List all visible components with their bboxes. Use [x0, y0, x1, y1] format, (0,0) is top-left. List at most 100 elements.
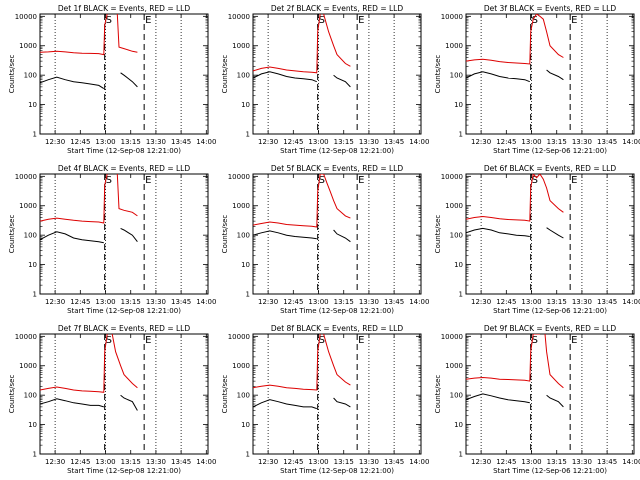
x-axis-label: Start Time (12-Sep-08 12:21:00): [280, 307, 394, 315]
start-marker-label: S: [319, 335, 325, 346]
y-tick-label: 100: [450, 232, 463, 240]
plot-frame: [465, 333, 635, 455]
x-tick-label: 13:30: [146, 138, 166, 146]
x-tick-label: 12:30: [471, 138, 491, 146]
x-axis-label: Start Time (12-Sep-08 12:21:00): [280, 467, 394, 475]
lld-series-segment-1: [466, 174, 564, 222]
start-marker-label: S: [106, 175, 112, 186]
y-tick-label: 10000: [228, 13, 250, 21]
y-tick-label: 100: [24, 232, 37, 240]
y-tick-label: 100: [237, 392, 250, 400]
x-tick-label: 12:30: [258, 458, 278, 466]
panel-9: Det 9f BLACK = Events, RED = LLD S E 1 10 100…: [434, 324, 640, 475]
events-series-segment-2: [546, 394, 564, 408]
x-axis-label: Start Time (12-Sep-08 12:21:00): [67, 467, 181, 475]
x-tick-label: 13:15: [334, 458, 354, 466]
y-tick-label: 100: [450, 392, 463, 400]
y-tick-label: 1: [246, 291, 250, 299]
panel-title: Det 5f BLACK = Events, RED = LLD: [271, 164, 404, 173]
y-tick-label: 1000: [232, 42, 250, 50]
x-tick-label: 13:30: [572, 138, 592, 146]
y-tick-label: 10000: [15, 13, 37, 21]
lld-series-segment-1: [253, 334, 321, 391]
x-tick-label: 13:45: [384, 138, 404, 146]
lld-series-segment-2: [544, 334, 564, 389]
y-tick-label: 10: [241, 421, 250, 429]
events-series-segment-1: [40, 231, 104, 244]
y-tick-label: 1000: [445, 362, 463, 370]
x-tick-label: 12:30: [45, 458, 65, 466]
x-tick-label: 12:30: [471, 298, 491, 306]
panel-title: Det 4f BLACK = Events, RED = LLD: [58, 164, 191, 173]
x-tick-label: 12:45: [283, 298, 303, 306]
y-tick-label: 10000: [228, 333, 250, 341]
y-tick-label: 10: [241, 101, 250, 109]
panel-1: Det 1f BLACK = Events, RED = LLD S E 1 10 100…: [8, 4, 216, 155]
x-tick-label: 12:45: [70, 138, 90, 146]
panel-7: Det 7f BLACK = Events, RED = LLD S E 1 10 100…: [8, 324, 216, 475]
panel-2: Det 2f BLACK = Events, RED = LLD S E 1 10 100…: [221, 4, 429, 155]
x-tick-label: 13:30: [572, 298, 592, 306]
y-tick-label: 1: [33, 131, 37, 139]
y-tick-label: 1000: [19, 42, 37, 50]
lld-series-segment-2: [323, 14, 351, 67]
start-marker-label: S: [319, 15, 325, 26]
x-tick-label: 13:15: [334, 138, 354, 146]
y-tick-label: 10: [454, 261, 463, 269]
series-group: [253, 334, 351, 410]
events-series-segment-2: [120, 72, 138, 88]
x-tick-label: 12:30: [45, 298, 65, 306]
events-series-segment-2: [333, 397, 351, 408]
x-tick-label: 13:45: [171, 458, 191, 466]
y-axis-label: Counts/sec: [221, 55, 229, 94]
x-tick-label: 13:30: [359, 458, 379, 466]
x-tick-label: 12:45: [70, 458, 90, 466]
x-tick-label: 13:45: [597, 458, 617, 466]
series-group: [466, 174, 564, 239]
y-tick-label: 10000: [441, 173, 463, 181]
y-tick-label: 10000: [228, 173, 250, 181]
y-tick-label: 10: [28, 101, 37, 109]
events-series-segment-2: [333, 229, 351, 243]
y-tick-label: 10: [241, 261, 250, 269]
x-axis-label: Start Time (12-Sep-06 12:21:00): [493, 467, 607, 475]
series-group: [466, 334, 564, 408]
series-group: [253, 174, 351, 243]
start-marker-label: S: [106, 15, 112, 26]
x-tick-label: 13:00: [308, 458, 328, 466]
lld-series-segment-2: [116, 174, 138, 217]
x-tick-label: 12:30: [471, 458, 491, 466]
y-tick-label: 1000: [445, 42, 463, 50]
x-tick-label: 14:00: [622, 138, 640, 146]
start-marker-label: S: [532, 15, 538, 26]
end-marker-label: E: [571, 175, 577, 186]
end-marker-label: E: [358, 15, 364, 26]
x-tick-label: 12:30: [258, 138, 278, 146]
lld-series-segment-1: [40, 174, 108, 224]
series-group: [40, 174, 138, 244]
y-axis-label: Counts/sec: [8, 215, 16, 254]
end-marker-label: E: [145, 335, 151, 346]
y-axis-label: Counts/sec: [221, 375, 229, 414]
lld-series-segment-1: [466, 334, 540, 382]
y-tick-label: 10000: [441, 333, 463, 341]
end-marker-label: E: [358, 335, 364, 346]
x-tick-label: 13:15: [547, 138, 567, 146]
x-tick-label: 13:30: [146, 458, 166, 466]
series-group: [40, 14, 138, 90]
x-tick-label: 14:00: [196, 138, 216, 146]
x-tick-label: 14:00: [622, 298, 640, 306]
events-series-segment-2: [546, 69, 564, 81]
x-tick-label: 14:00: [196, 298, 216, 306]
lld-series-segment-1: [466, 14, 564, 65]
events-series-segment-1: [253, 230, 317, 240]
plot-frame: [39, 13, 209, 135]
lld-series-segment-2: [323, 334, 351, 386]
end-marker-label: E: [145, 175, 151, 186]
y-tick-label: 100: [450, 72, 463, 80]
y-axis-label: Counts/sec: [8, 55, 16, 94]
panel-title: Det 2f BLACK = Events, RED = LLD: [271, 4, 404, 13]
events-series-segment-1: [253, 399, 317, 410]
